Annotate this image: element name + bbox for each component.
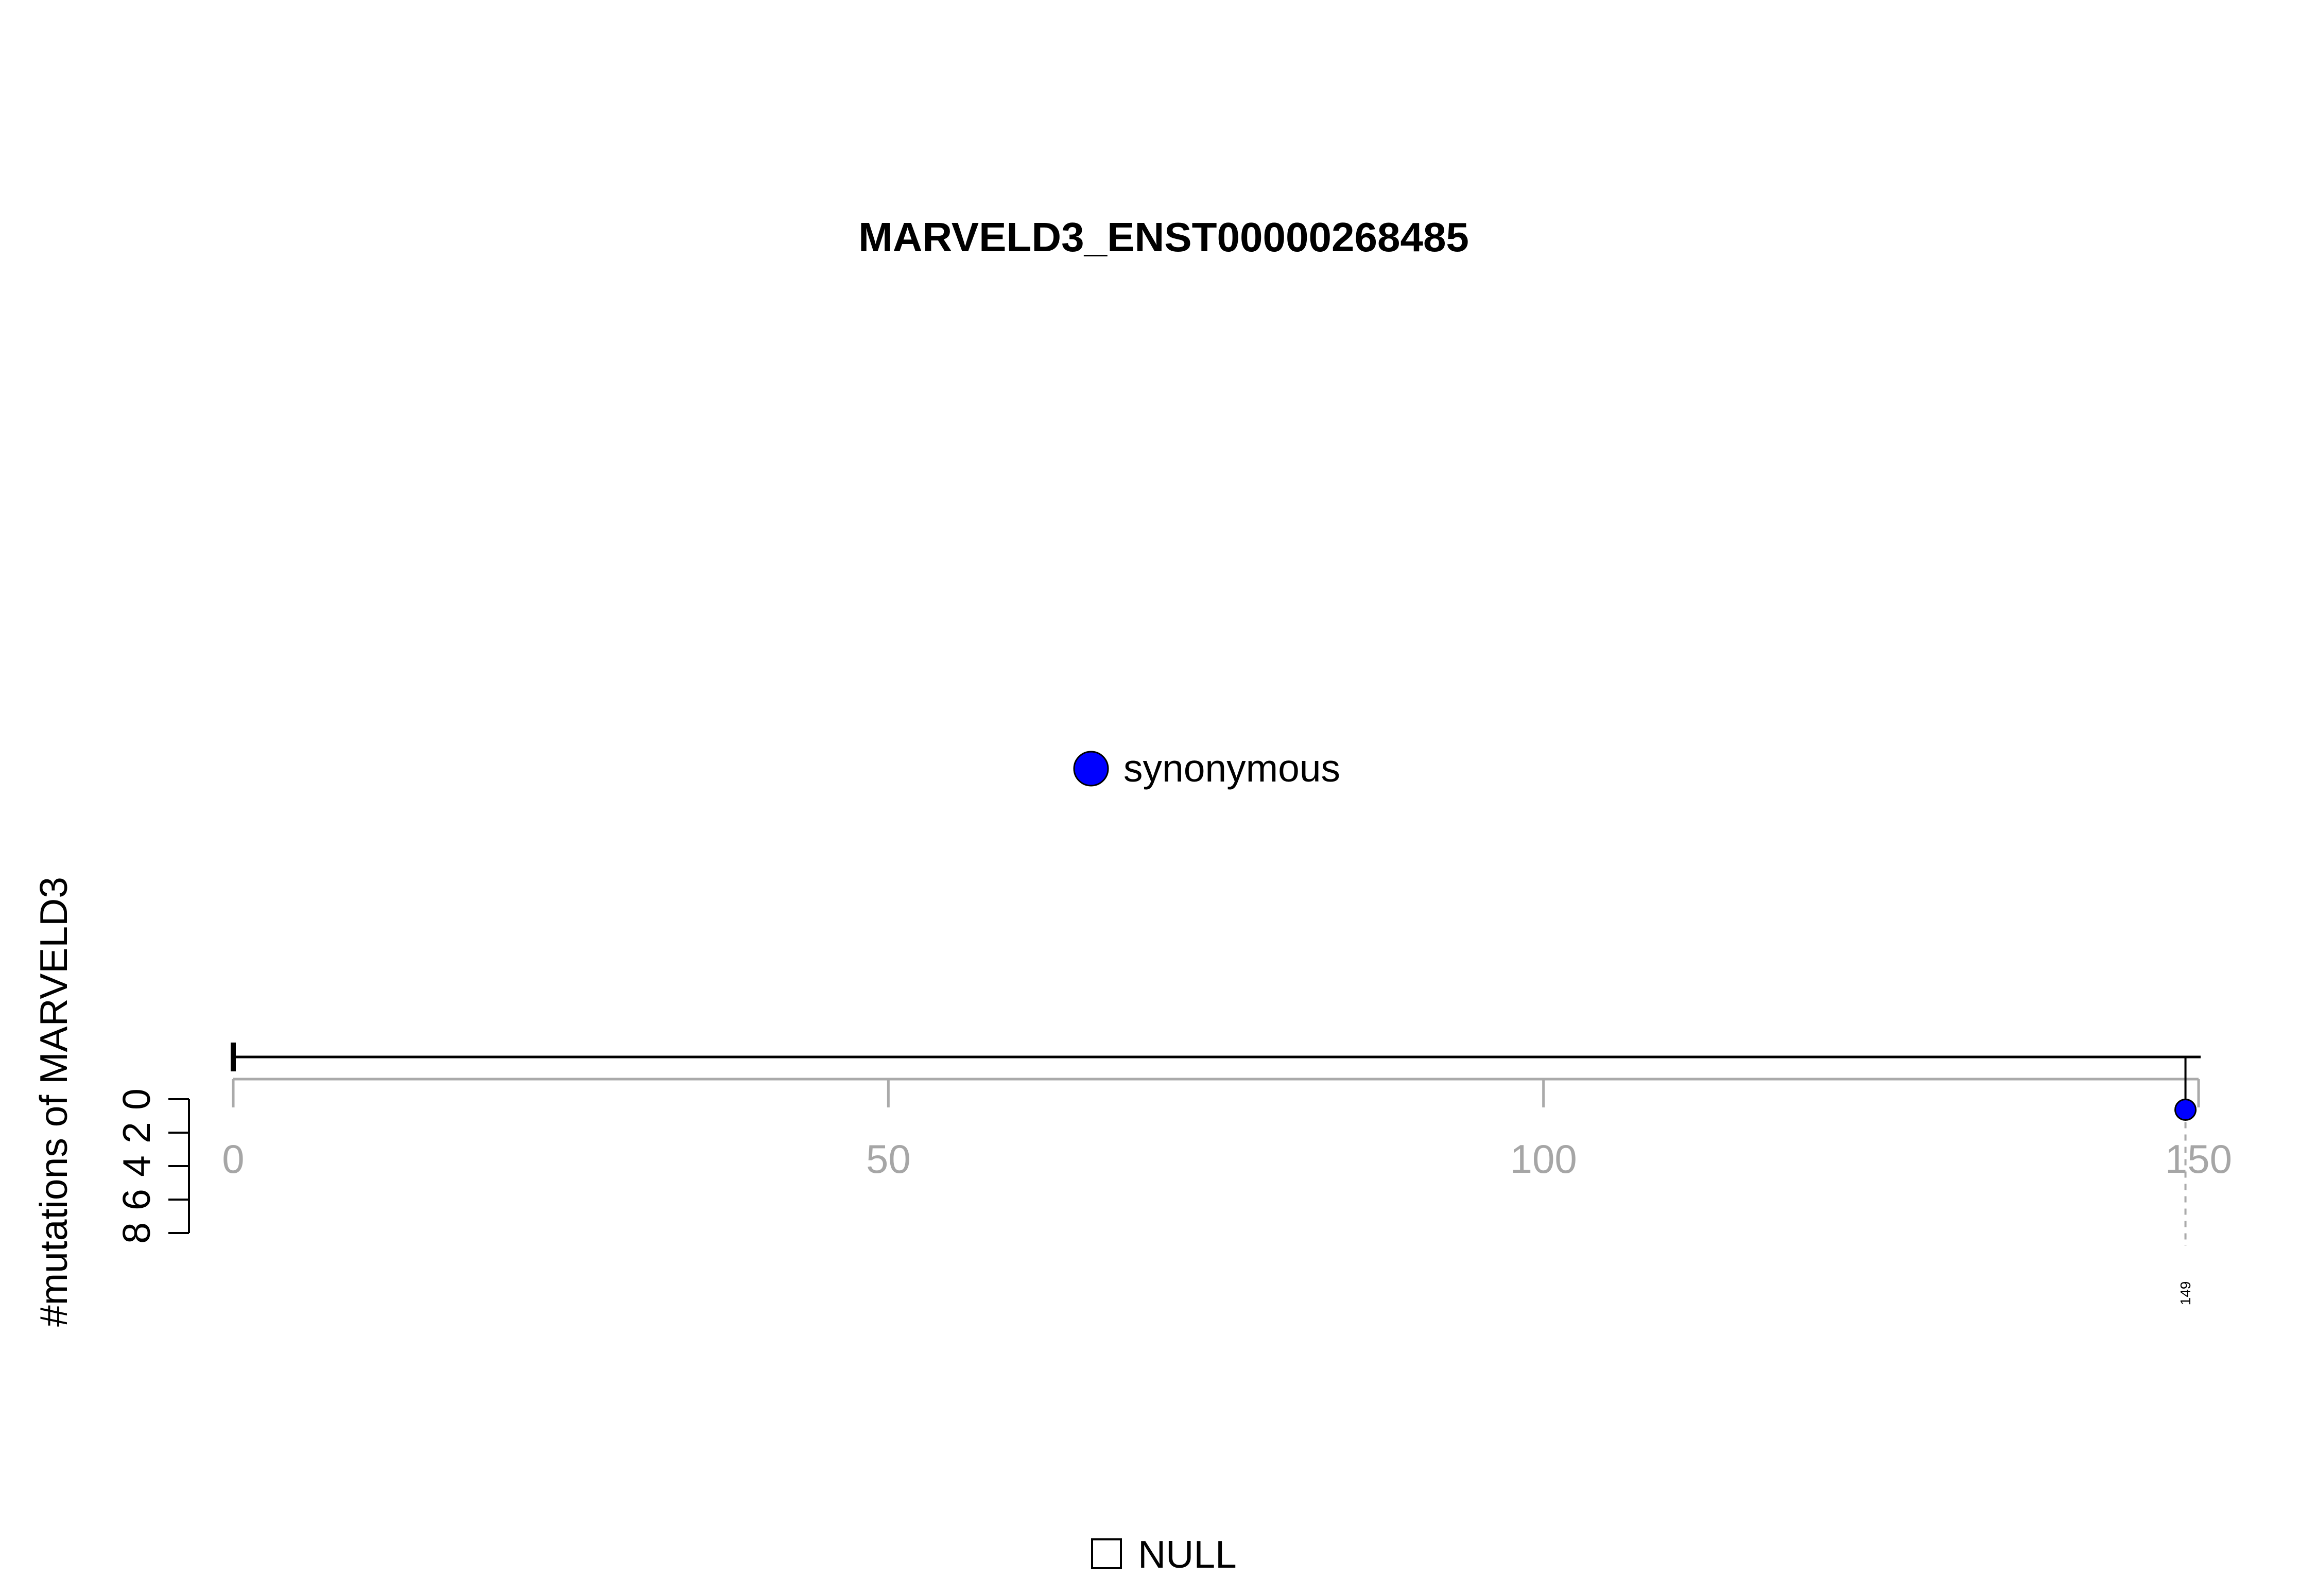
legend-swatch-synonymous <box>1073 751 1109 787</box>
x-tick-label-150: 150 <box>2165 1136 2232 1182</box>
legend-bottom: NULL <box>1091 1533 1237 1576</box>
x-tick-label-0: 0 <box>222 1136 244 1182</box>
mutation-position-label: 149 <box>2177 1281 2193 1306</box>
legend-swatch-null <box>1091 1538 1122 1569</box>
mutation-point <box>2174 1099 2197 1121</box>
y-axis: 0 2 4 6 8 <box>115 1088 190 1244</box>
legend-label-null: NULL <box>1138 1533 1237 1576</box>
mutation-points: 149 <box>2174 1057 2197 1306</box>
y-tick-label-0: 0 <box>115 1088 158 1110</box>
legend-top: synonymous <box>1073 747 1340 790</box>
chart-title: MARVELD3_ENST00000268485 <box>858 214 1469 260</box>
y-tick-label-6: 6 <box>115 1189 158 1210</box>
y-axis-label: #mutations of MARVELD3 <box>32 877 75 1327</box>
legend-label-synonymous: synonymous <box>1123 747 1340 790</box>
x-tick-label-100: 100 <box>1510 1136 1577 1182</box>
x-tick-label-50: 50 <box>866 1136 911 1182</box>
protein-backbone <box>231 1043 2201 1071</box>
y-tick-label-4: 4 <box>115 1155 158 1177</box>
y-tick-label-2: 2 <box>115 1122 158 1143</box>
y-tick-label-8: 8 <box>115 1222 158 1244</box>
x-axis: 0 50 100 150 <box>222 1078 2232 1182</box>
